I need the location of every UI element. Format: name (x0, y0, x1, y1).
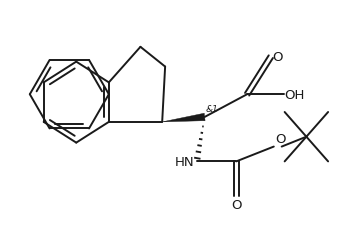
Text: HN: HN (175, 155, 195, 168)
Polygon shape (162, 114, 205, 122)
Text: O: O (272, 51, 282, 64)
Text: &1: &1 (206, 105, 218, 113)
Text: O: O (275, 132, 285, 145)
Text: OH: OH (285, 88, 305, 101)
Text: O: O (231, 198, 241, 211)
